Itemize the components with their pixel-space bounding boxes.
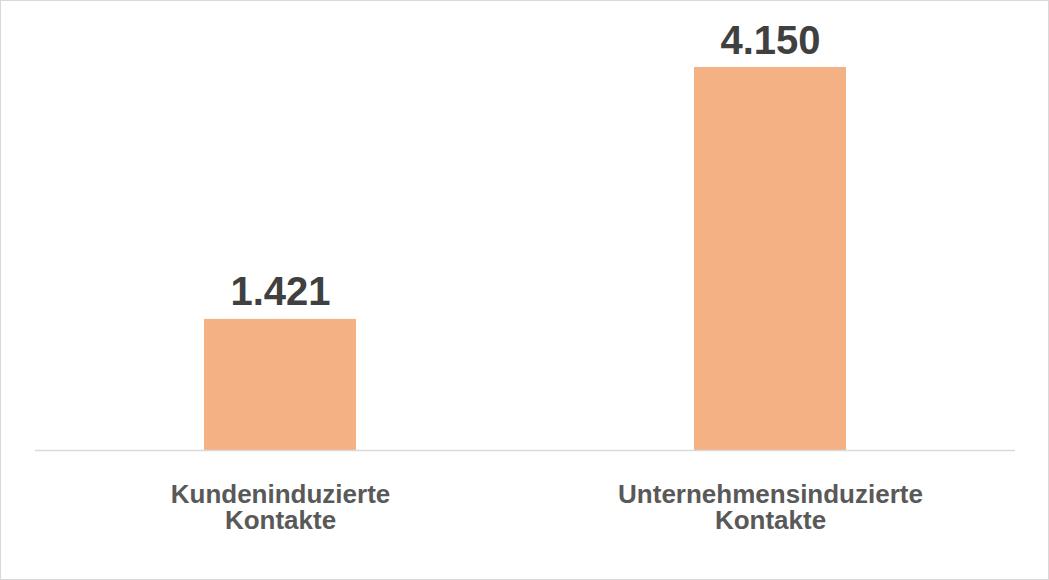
svg-text:KundeninduzierteKontakte: KundeninduzierteKontakte (171, 479, 391, 535)
svg-text:4.150: 4.150 (720, 18, 820, 62)
svg-text:1.421: 1.421 (230, 269, 330, 313)
svg-text:UnternehmensinduzierteKontakte: UnternehmensinduzierteKontakte (618, 479, 923, 535)
